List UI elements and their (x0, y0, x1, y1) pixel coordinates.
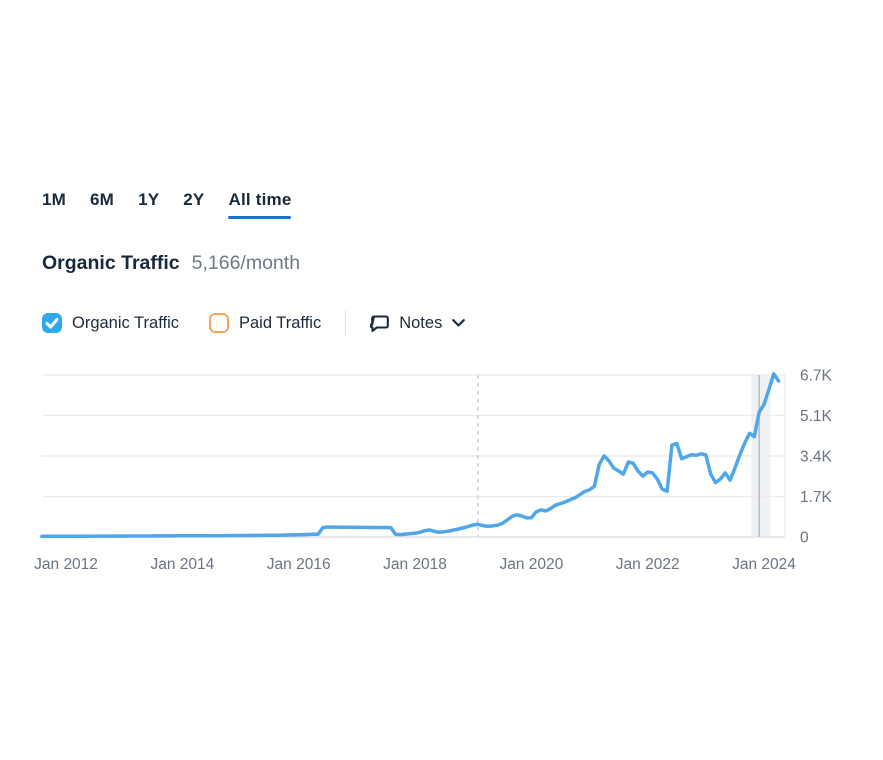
y-axis-label: 0 (800, 530, 809, 547)
y-axis-label: 3.4K (800, 449, 833, 466)
checkbox-unchecked-icon[interactable] (208, 313, 229, 333)
tab-1y[interactable]: 1Y (138, 190, 160, 209)
traffic-value: 5,166/month (191, 252, 301, 274)
notes-button[interactable]: Notes (370, 314, 466, 333)
notes-label: Notes (399, 313, 443, 332)
vertical-divider (345, 310, 347, 336)
organic-traffic-checkbox[interactable]: Organic Traffic (42, 313, 179, 333)
time-range-tabs: 1M 6M 1Y 2Y All time (42, 190, 292, 219)
y-axis-label: 1.7K (800, 489, 833, 506)
paid-traffic-checkbox[interactable]: Paid Traffic (208, 313, 322, 333)
organic-traffic-label: Organic Traffic (72, 313, 179, 332)
x-axis-label: Jan 2020 (499, 556, 563, 573)
tab-1m[interactable]: 1M (42, 190, 67, 209)
chevron-down-icon (451, 318, 466, 328)
tab-all-time[interactable]: All time (228, 190, 292, 219)
checkbox-checked-icon[interactable] (42, 313, 62, 333)
current-period-band (751, 375, 771, 537)
paid-traffic-label: Paid Traffic (238, 313, 322, 332)
x-axis-label: Jan 2016 (267, 556, 331, 573)
chart-header: Organic Traffic 5,166/month (42, 252, 300, 275)
traffic-chart-plot[interactable]: Jan 2012 Jan 2014 Jan 2016 Jan 2018 Jan 2020… (0, 360, 883, 595)
traffic-chart: Jan 2012 Jan 2014 Jan 2016 Jan 2018 Jan 2020… (0, 360, 883, 595)
page-title: Organic Traffic (42, 252, 180, 274)
y-axis-label: 6.7K (800, 368, 833, 385)
x-axis-label: Jan 2018 (383, 556, 447, 573)
x-axis-label: Jan 2022 (616, 556, 680, 573)
x-axis-label: Jan 2024 (732, 556, 796, 573)
tab-2y[interactable]: 2Y (183, 190, 205, 209)
tab-6m[interactable]: 6M (90, 190, 115, 209)
y-axis-label: 5.1K (800, 408, 833, 425)
organic-traffic-line (40, 372, 781, 539)
legend-controls: Organic Traffic Paid Traffic Notes (42, 309, 466, 337)
x-axis-label: Jan 2012 (34, 556, 98, 573)
x-axis-label: Jan 2014 (150, 556, 214, 573)
notes-bubble-icon (370, 314, 390, 333)
